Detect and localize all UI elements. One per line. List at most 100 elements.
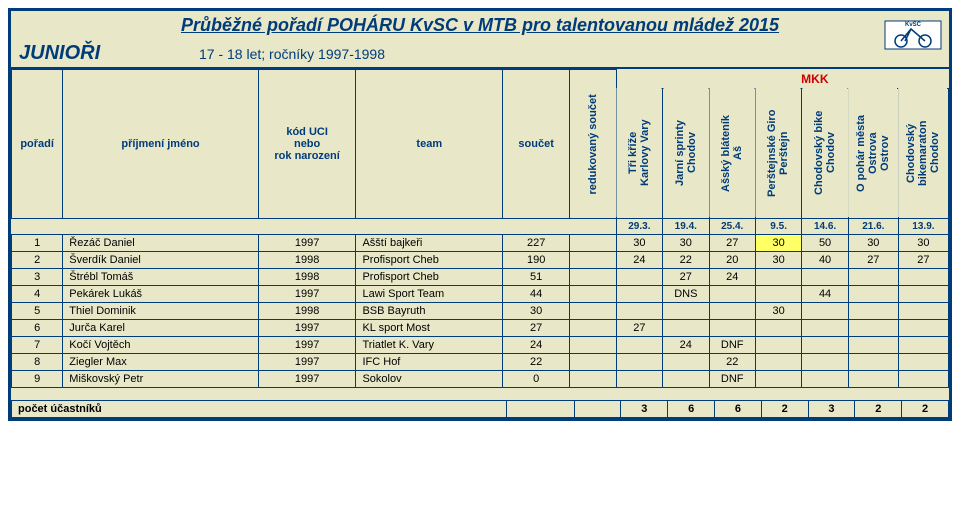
footer-value: 2 bbox=[761, 400, 808, 417]
score-cell: DNS bbox=[663, 285, 709, 302]
score-cell: 22 bbox=[709, 353, 755, 370]
cell bbox=[570, 370, 616, 387]
hdr-soucet: součet bbox=[503, 70, 570, 219]
footer-value: 3 bbox=[621, 400, 668, 417]
cell: Miškovský Petr bbox=[63, 370, 258, 387]
cell bbox=[570, 302, 616, 319]
hdr-date-0: 29.3. bbox=[616, 218, 662, 234]
cell: 9 bbox=[12, 370, 63, 387]
score-cell: 50 bbox=[802, 234, 848, 251]
score-cell bbox=[848, 302, 898, 319]
cell bbox=[570, 285, 616, 302]
score-cell: 44 bbox=[802, 285, 848, 302]
score-cell bbox=[848, 268, 898, 285]
cell: 190 bbox=[503, 251, 570, 268]
cell bbox=[570, 319, 616, 336]
cell bbox=[570, 251, 616, 268]
cell: IFC Hof bbox=[356, 353, 503, 370]
score-cell bbox=[898, 353, 948, 370]
footer-value: 2 bbox=[902, 400, 949, 417]
score-cell: 24 bbox=[663, 336, 709, 353]
date-spacer bbox=[12, 218, 617, 234]
results-table: pořadí příjmení jméno kód UCI nebo rok n… bbox=[11, 69, 949, 388]
title-bar: Průběžné pořadí POHÁRU KvSC v MTB pro ta… bbox=[11, 11, 949, 40]
score-cell bbox=[755, 319, 801, 336]
score-cell bbox=[709, 285, 755, 302]
score-cell: 30 bbox=[755, 251, 801, 268]
cell: Profisport Cheb bbox=[356, 268, 503, 285]
cell: Pekárek Lukáš bbox=[63, 285, 258, 302]
cell bbox=[570, 353, 616, 370]
cell: Thiel Dominik bbox=[63, 302, 258, 319]
cell bbox=[570, 234, 616, 251]
cell: 4 bbox=[12, 285, 63, 302]
score-cell bbox=[755, 285, 801, 302]
score-cell bbox=[755, 336, 801, 353]
score-cell bbox=[802, 353, 848, 370]
score-cell bbox=[616, 353, 662, 370]
hdr-jmeno: příjmení jméno bbox=[63, 70, 258, 219]
cell: 1997 bbox=[258, 234, 356, 251]
table-row: 6Jurča Karel1997KL sport Most2727 bbox=[12, 319, 949, 336]
hdr-poradi: pořadí bbox=[12, 70, 63, 219]
score-cell bbox=[848, 336, 898, 353]
cell: 0 bbox=[503, 370, 570, 387]
cell: 44 bbox=[503, 285, 570, 302]
hdr-date-3: 9.5. bbox=[755, 218, 801, 234]
table-row: 4Pekárek Lukáš1997Lawi Sport Team44DNS44 bbox=[12, 285, 949, 302]
cell: 27 bbox=[503, 319, 570, 336]
cell: 22 bbox=[503, 353, 570, 370]
footer-table: počet účastníků 3662322 bbox=[11, 400, 949, 418]
table-row: 2Šverdík Daniel1998Profisport Cheb190242… bbox=[12, 251, 949, 268]
score-cell: 20 bbox=[709, 251, 755, 268]
cell: Sokolov bbox=[356, 370, 503, 387]
score-cell: 24 bbox=[709, 268, 755, 285]
footer-value: 2 bbox=[855, 400, 902, 417]
score-cell bbox=[755, 370, 801, 387]
score-cell bbox=[663, 302, 709, 319]
score-cell bbox=[802, 336, 848, 353]
cell: Profisport Cheb bbox=[356, 251, 503, 268]
page-title: Průběžné pořadí POHÁRU KvSC v MTB pro ta… bbox=[19, 15, 941, 36]
hdr-event-1: Jarní sprinty Chodov bbox=[663, 88, 709, 218]
hdr-date-4: 14.6. bbox=[802, 218, 848, 234]
score-cell bbox=[616, 370, 662, 387]
hdr-date-1: 19.4. bbox=[663, 218, 709, 234]
cell bbox=[570, 336, 616, 353]
cell: 1998 bbox=[258, 302, 356, 319]
score-cell bbox=[898, 302, 948, 319]
header-row-dates: 29.3.19.4.25.4.9.5.14.6.21.6.13.9. bbox=[12, 218, 949, 234]
score-cell: 24 bbox=[616, 251, 662, 268]
score-cell bbox=[709, 302, 755, 319]
score-cell bbox=[755, 268, 801, 285]
page: Průběžné pořadí POHÁRU KvSC v MTB pro ta… bbox=[8, 8, 952, 421]
cell: Ašští bajkeři bbox=[356, 234, 503, 251]
logo: KvSC bbox=[883, 15, 943, 55]
score-cell: 40 bbox=[802, 251, 848, 268]
cell: 1997 bbox=[258, 285, 356, 302]
hdr-date-5: 21.6. bbox=[848, 218, 898, 234]
score-cell bbox=[802, 370, 848, 387]
cell: Jurča Karel bbox=[63, 319, 258, 336]
score-cell bbox=[898, 268, 948, 285]
footer-value: 6 bbox=[715, 400, 762, 417]
table-row: 9Miškovský Petr1997Sokolov0DNF bbox=[12, 370, 949, 387]
score-cell: 30 bbox=[616, 234, 662, 251]
score-cell: 30 bbox=[663, 234, 709, 251]
score-cell bbox=[616, 302, 662, 319]
score-cell: 27 bbox=[663, 268, 709, 285]
cell: 30 bbox=[503, 302, 570, 319]
cell: 227 bbox=[503, 234, 570, 251]
cell: 1997 bbox=[258, 370, 356, 387]
cell: Ziegler Max bbox=[63, 353, 258, 370]
cell: 5 bbox=[12, 302, 63, 319]
score-cell bbox=[848, 319, 898, 336]
footer-value: 6 bbox=[668, 400, 715, 417]
score-cell: 27 bbox=[848, 251, 898, 268]
hdr-event-5: O pohár města Ostrova Ostrov bbox=[848, 88, 898, 218]
score-cell bbox=[663, 370, 709, 387]
table-row: 3Štrébl Tomáš1998Profisport Cheb512724 bbox=[12, 268, 949, 285]
table-row: 5Thiel Dominik1998BSB Bayruth3030 bbox=[12, 302, 949, 319]
score-cell bbox=[848, 285, 898, 302]
score-cell: 27 bbox=[709, 234, 755, 251]
